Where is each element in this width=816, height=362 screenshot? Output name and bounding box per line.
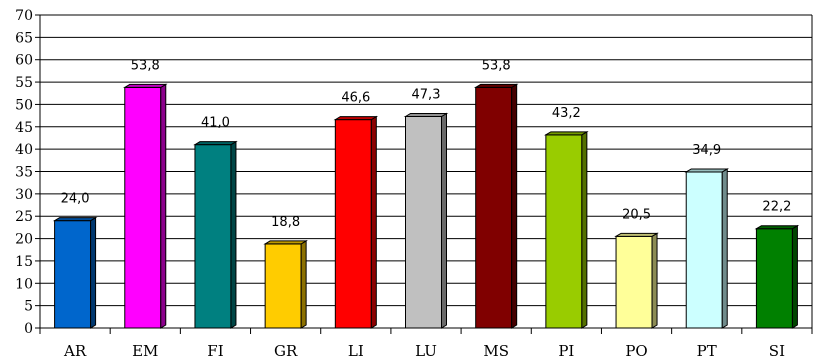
bar-top [333, 116, 379, 121]
x-tick-label: MS [483, 342, 509, 360]
data-label: 46,6 [341, 91, 370, 106]
bar-front [755, 228, 793, 329]
bar-side [721, 168, 728, 329]
bar-front [405, 116, 442, 329]
x-tick-label: SI [769, 342, 785, 360]
y-tick-label: 70 [15, 8, 33, 24]
x-tick-label: LI [348, 342, 364, 360]
bar-top [263, 240, 308, 245]
bar-side [300, 240, 307, 329]
x-tick-label: FI [207, 342, 223, 360]
data-label: 34,9 [692, 143, 721, 158]
bar-po [614, 232, 659, 329]
bar-lu [403, 112, 449, 329]
data-label: 53,8 [131, 58, 160, 73]
x-tick-label: PT [697, 342, 717, 360]
y-tick-label: 15 [15, 254, 33, 270]
y-tick-label: 50 [15, 97, 33, 113]
bar-front [334, 119, 372, 329]
data-label: 20,5 [622, 207, 651, 222]
axes [35, 14, 813, 334]
x-tick-label: PI [558, 342, 574, 360]
y-tick-label: 20 [15, 232, 33, 248]
bar-top [52, 217, 98, 222]
bar-side [441, 112, 447, 329]
bar-front [194, 144, 232, 329]
bar-side [160, 83, 167, 329]
bar-li [333, 115, 379, 329]
bar-top [684, 168, 730, 173]
data-label: 43,2 [552, 106, 581, 121]
bar-front [685, 171, 723, 329]
bar-si [754, 224, 800, 329]
bars [52, 83, 800, 329]
bar-front [54, 220, 92, 329]
bar-ar [52, 216, 98, 329]
x-tick-label: PO [625, 342, 647, 360]
bar-side [370, 115, 377, 329]
bar-front [475, 86, 513, 329]
bar-top [403, 113, 449, 118]
bar-front [545, 134, 583, 329]
y-tick-label: 30 [15, 187, 33, 203]
bar-top [473, 83, 519, 88]
data-label: 41,0 [201, 116, 230, 131]
bar-pi [544, 130, 589, 329]
y-tick-label: 45 [15, 120, 33, 136]
data-label: 53,8 [482, 58, 511, 73]
y-tick-label: 40 [15, 142, 33, 158]
y-tick-label: 55 [15, 75, 33, 91]
y-tick-label: 10 [15, 276, 33, 292]
bar-em [122, 83, 168, 329]
bar-top [544, 131, 589, 136]
data-label: 18,8 [271, 215, 300, 230]
bar-ms [473, 83, 519, 329]
bar-side [511, 83, 518, 329]
labels: 0 5 10 15 20 25 30 35 40 45 50 55 60 65 70 24,0 AR 53,8 EM… [15, 8, 791, 360]
y-tick-label: 25 [15, 209, 33, 225]
x-tick-label: EM [132, 342, 158, 360]
bar-top [193, 141, 238, 146]
bar-side [791, 224, 798, 329]
y-tick-label: 0 [24, 321, 33, 337]
bar-top [754, 225, 800, 230]
bar-front [124, 86, 162, 329]
bar-gr [263, 240, 308, 329]
bar-top [614, 232, 659, 237]
bar-front [264, 243, 302, 329]
data-label: 47,3 [412, 88, 441, 103]
bar-side [581, 130, 588, 329]
y-tick-label: 5 [24, 299, 33, 315]
x-tick-label: LU [415, 342, 437, 360]
y-tick-label: 60 [15, 53, 33, 69]
bar-fi [193, 140, 238, 329]
bar-pt [684, 168, 730, 329]
bar-side [90, 216, 97, 329]
bar-front [615, 235, 653, 329]
bar-side [651, 232, 658, 329]
data-label: 22,2 [762, 200, 791, 215]
data-label: 24,0 [61, 192, 90, 207]
y-tick-label: 65 [15, 30, 33, 46]
bar-top [122, 83, 168, 88]
x-tick-label: AR [63, 342, 87, 360]
y-tick-label: 35 [15, 165, 33, 181]
bar-side [230, 140, 237, 329]
x-tick-label: GR [274, 342, 298, 360]
